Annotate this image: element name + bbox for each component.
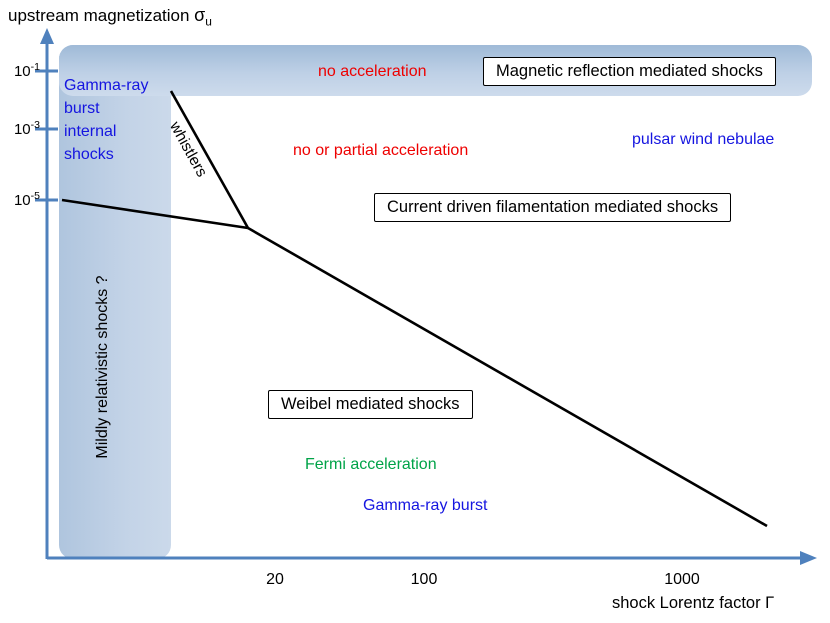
annotation-fermi-acceleration: Fermi acceleration bbox=[305, 456, 437, 473]
y-tick-label-1e-3: 10-3 bbox=[6, 119, 40, 138]
y-tick-label-1e-5: 10-5 bbox=[6, 190, 40, 209]
main-regime-boundary-line bbox=[247, 226, 768, 528]
x-tick-label-20: 20 bbox=[266, 571, 284, 588]
x-axis-arrow-icon bbox=[800, 551, 817, 565]
y-tick-base: 10 bbox=[13, 121, 31, 138]
y-tick-exp: -3 bbox=[30, 119, 40, 131]
x-tick-label-100: 100 bbox=[410, 571, 438, 588]
y-axis-arrow-icon bbox=[40, 28, 54, 44]
x-tick-label-1000: 1000 bbox=[664, 571, 700, 588]
y-tick-base: 10 bbox=[13, 63, 31, 80]
y-tick-label-1e-1: 10-1 bbox=[6, 61, 40, 80]
regime-box-current-driven-filamentation: Current driven filamentation mediated sh… bbox=[374, 193, 732, 222]
annotation-grb-internal-shocks: Gamma-ray burst internal shocks bbox=[64, 74, 148, 166]
annotation-no-or-partial-acceleration: no or partial acceleration bbox=[293, 142, 469, 159]
sigma-subscript: u bbox=[205, 14, 212, 29]
y-tick-exp: -1 bbox=[30, 61, 40, 73]
grb-internal-line-2: burst bbox=[64, 100, 100, 117]
annotation-mildly-relativistic-shocks: Mildly relativistic shocks ? bbox=[94, 275, 111, 459]
y-axis-title: upstream magnetization σu bbox=[8, 5, 212, 28]
y-axis-title-text: upstream magnetization bbox=[8, 6, 195, 25]
annotation-no-acceleration: no acceleration bbox=[318, 63, 427, 80]
annotation-whistlers: whistlers bbox=[166, 119, 211, 180]
regime-box-magnetic-reflection: Magnetic reflection mediated shocks bbox=[483, 57, 776, 86]
grb-internal-line-4: shocks bbox=[64, 146, 114, 163]
regime-box-weibel: Weibel mediated shocks bbox=[268, 390, 473, 419]
sigma-symbol: σ bbox=[194, 5, 206, 25]
annotation-pulsar-wind-nebulae: pulsar wind nebulae bbox=[632, 131, 775, 148]
mildly-relativistic-band bbox=[59, 45, 171, 559]
grb-internal-line-3: internal bbox=[64, 123, 117, 140]
annotation-gamma-ray-burst: Gamma-ray burst bbox=[363, 497, 488, 514]
grb-internal-line-1: Gamma-ray bbox=[64, 77, 149, 94]
y-tick-exp: -5 bbox=[30, 190, 40, 202]
x-axis-title-text: shock Lorentz factor bbox=[612, 594, 766, 612]
gamma-symbol: Γ bbox=[765, 594, 775, 612]
y-tick-base: 10 bbox=[13, 192, 31, 209]
x-axis-title: shock Lorentz factor Γ bbox=[612, 594, 774, 613]
